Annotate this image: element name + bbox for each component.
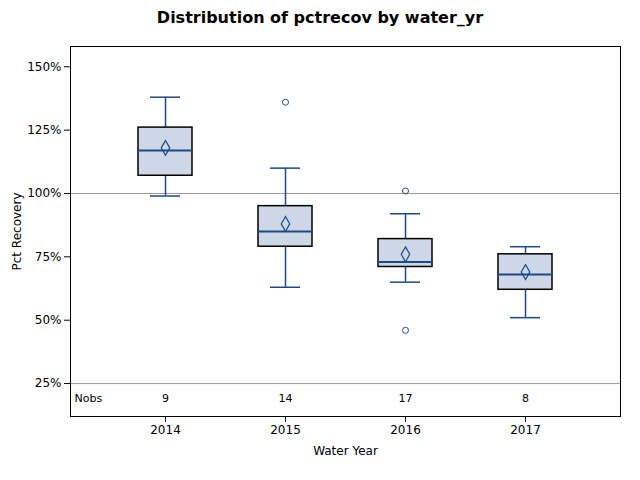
svg-text:150%: 150% [27, 60, 61, 74]
svg-text:125%: 125% [27, 123, 61, 137]
svg-text:2014: 2014 [150, 423, 181, 437]
svg-text:Water Year: Water Year [313, 444, 378, 458]
svg-text:8: 8 [522, 392, 529, 405]
svg-text:14: 14 [279, 392, 293, 405]
svg-text:Pct Recovery: Pct Recovery [10, 193, 24, 271]
svg-text:Nobs: Nobs [75, 392, 103, 405]
svg-text:75%: 75% [35, 250, 62, 264]
html-text:Distribution of pctrecov by wa: Distribution of pctrecov by water_yr [156, 8, 484, 27]
svg-text:2017: 2017 [510, 423, 541, 437]
svg-text:9: 9 [162, 392, 169, 405]
svg-text:17: 17 [399, 392, 413, 405]
svg-text:100%: 100% [27, 186, 61, 200]
svg-text:25%: 25% [35, 376, 62, 390]
svg-text:50%: 50% [35, 313, 62, 327]
svg-text:2016: 2016 [390, 423, 421, 437]
svg-text:2015: 2015 [270, 423, 301, 437]
